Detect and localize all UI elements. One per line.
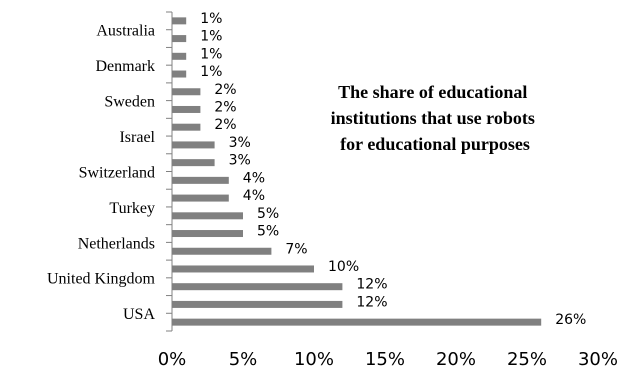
data-label: 3% (229, 135, 251, 151)
bar (172, 300, 343, 308)
x-tick-labels-group: 0% 5% 10% 15% 20% 25% 30% (158, 349, 618, 370)
data-label: 1% (200, 29, 222, 45)
data-label: 26% (555, 312, 586, 328)
category-label: United Kingdom (47, 271, 156, 288)
bar (172, 88, 201, 96)
bar (172, 52, 187, 60)
bar (172, 105, 201, 113)
chart-title-line-3: for educational purposes (340, 134, 530, 154)
axes-group (166, 11, 173, 332)
bar (172, 247, 272, 255)
category-label: Australia (96, 23, 155, 40)
category-label: USA (123, 306, 155, 323)
data-label: 2% (214, 82, 236, 98)
data-label: 4% (243, 188, 265, 204)
category-label: Netherlands (78, 235, 155, 252)
bar (172, 176, 229, 184)
chart-title-line-1: The share of educational (338, 82, 527, 102)
x-tick-label: 25% (507, 349, 547, 370)
data-label: 3% (229, 153, 251, 169)
data-label: 4% (243, 170, 265, 186)
data-labels-group: 26%12%12%10%7%5%5%4%4%3%3%2%2%2%1%1%1%1% (200, 11, 586, 328)
bar (172, 70, 187, 78)
data-label: 1% (200, 64, 222, 80)
category-label: Turkey (109, 200, 155, 217)
bars-group (172, 17, 542, 326)
bar (172, 159, 215, 167)
category-labels-group: USA United Kingdom Netherlands Turkey Switze… (47, 23, 156, 324)
data-label: 2% (214, 117, 236, 133)
chart-title-line-2: institutions that use robots (331, 108, 535, 128)
bar (172, 318, 542, 326)
bar (172, 194, 229, 202)
x-tick-label: 15% (365, 349, 405, 370)
bar (172, 35, 187, 43)
bar (172, 17, 187, 25)
bar (172, 230, 243, 238)
x-tick-label: 10% (294, 349, 334, 370)
category-label: Denmark (95, 58, 155, 75)
bar (172, 123, 201, 131)
chart-title: The share of educational institutions th… (331, 82, 540, 154)
bar (172, 283, 343, 291)
data-label: 1% (200, 46, 222, 62)
data-label: 5% (257, 224, 279, 240)
data-label: 10% (328, 259, 359, 275)
data-label: 7% (285, 241, 307, 257)
x-tick-label: 0% (158, 349, 187, 370)
data-label: 5% (257, 206, 279, 222)
category-label: Sweden (104, 93, 155, 110)
bar (172, 141, 215, 149)
data-label: 12% (356, 277, 387, 293)
bar (172, 265, 314, 273)
bar (172, 212, 243, 220)
category-label: Israel (119, 129, 155, 146)
x-tick-label: 30% (578, 349, 618, 370)
x-tick-label: 5% (229, 349, 258, 370)
x-tick-label: 20% (436, 349, 476, 370)
category-label: Switzerland (79, 164, 155, 181)
data-label: 2% (214, 99, 236, 115)
data-label: 1% (200, 11, 222, 27)
data-label: 12% (356, 294, 387, 310)
